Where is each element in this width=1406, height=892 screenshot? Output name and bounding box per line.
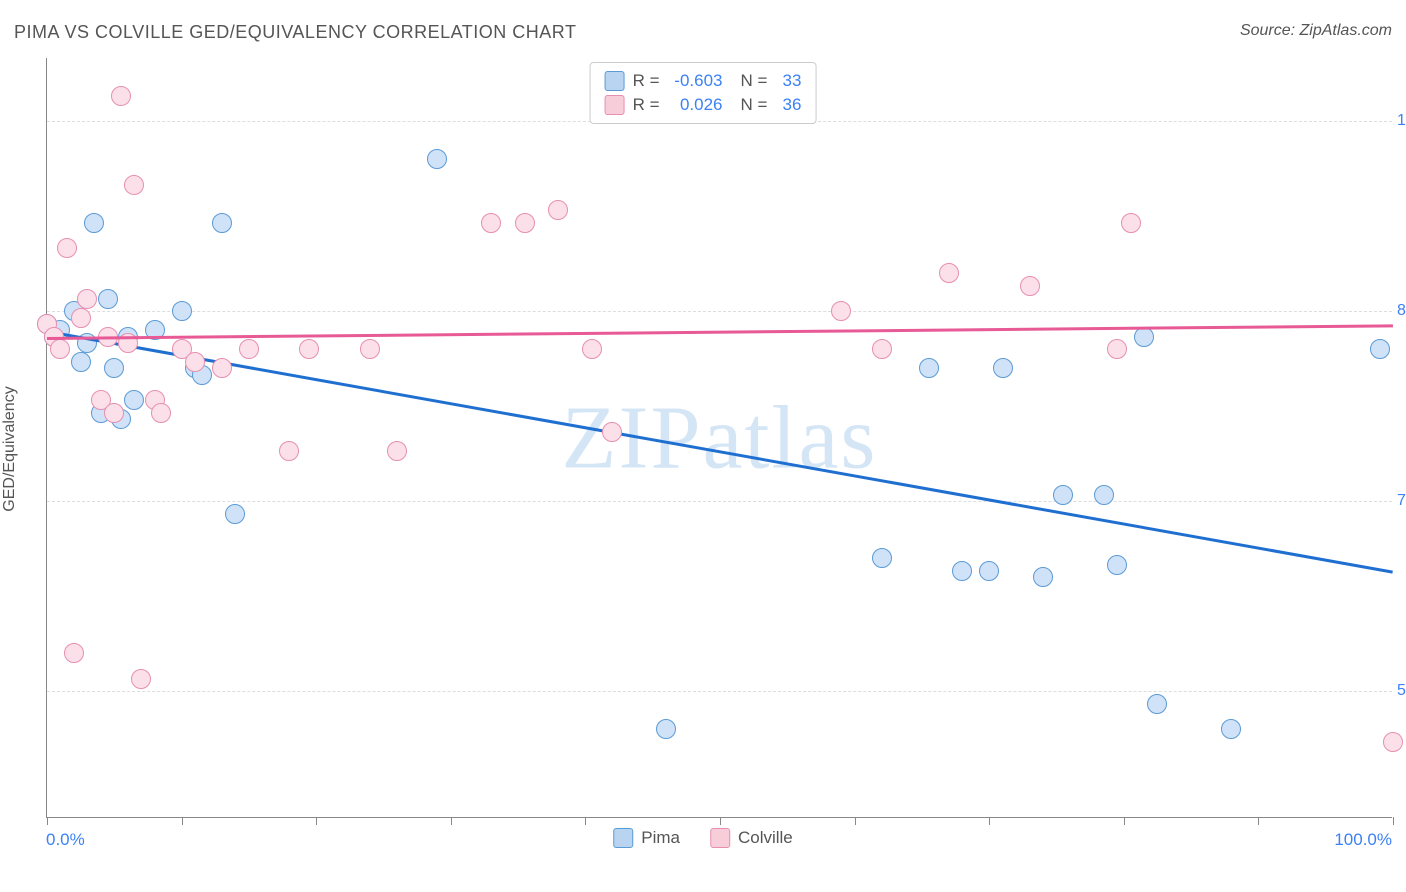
scatter-point bbox=[212, 358, 232, 378]
scatter-point bbox=[239, 339, 259, 359]
y-tick-label: 70.0% bbox=[1397, 492, 1406, 510]
scatter-point bbox=[151, 403, 171, 423]
scatter-point bbox=[279, 441, 299, 461]
scatter-point bbox=[872, 339, 892, 359]
scatter-point bbox=[98, 289, 118, 309]
scatter-point bbox=[77, 289, 97, 309]
scatter-point bbox=[104, 358, 124, 378]
x-tick bbox=[989, 817, 990, 825]
scatter-point bbox=[225, 504, 245, 524]
stat-r-label: R = bbox=[633, 95, 660, 115]
bottom-legend: Pima Colville bbox=[613, 828, 793, 848]
scatter-point bbox=[1383, 732, 1403, 752]
scatter-point bbox=[1147, 694, 1167, 714]
plot-area: ZIPatlas 100.0%85.0%70.0%55.0% bbox=[46, 58, 1392, 818]
x-tick bbox=[182, 817, 183, 825]
legend-swatch bbox=[710, 828, 730, 848]
stats-row: R = 0.026 N = 36 bbox=[605, 93, 802, 117]
stat-r-value: 0.026 bbox=[668, 95, 723, 115]
stats-legend-box: R = -0.603 N = 33 R = 0.026 N = 36 bbox=[590, 62, 817, 124]
y-tick-label: 100.0% bbox=[1397, 112, 1406, 130]
scatter-point bbox=[831, 301, 851, 321]
scatter-point bbox=[1053, 485, 1073, 505]
scatter-point bbox=[387, 441, 407, 461]
scatter-point bbox=[427, 149, 447, 169]
grid-line bbox=[47, 691, 1392, 692]
scatter-point bbox=[1107, 339, 1127, 359]
grid-line bbox=[47, 311, 1392, 312]
scatter-point bbox=[919, 358, 939, 378]
scatter-point bbox=[50, 339, 70, 359]
x-tick bbox=[1124, 817, 1125, 825]
scatter-point bbox=[872, 548, 892, 568]
scatter-point bbox=[84, 213, 104, 233]
scatter-point bbox=[602, 422, 622, 442]
chart-title: PIMA VS COLVILLE GED/EQUIVALENCY CORRELA… bbox=[14, 22, 576, 43]
x-tick bbox=[720, 817, 721, 825]
x-axis-max-label: 100.0% bbox=[1334, 830, 1392, 850]
legend-swatch bbox=[605, 95, 625, 115]
grid-line bbox=[47, 501, 1392, 502]
x-tick bbox=[855, 817, 856, 825]
scatter-point bbox=[656, 719, 676, 739]
scatter-point bbox=[104, 403, 124, 423]
legend-label: Pima bbox=[641, 828, 680, 848]
scatter-point bbox=[952, 561, 972, 581]
scatter-point bbox=[299, 339, 319, 359]
scatter-point bbox=[185, 352, 205, 372]
stat-n-label: N = bbox=[741, 71, 768, 91]
stat-n-value: 36 bbox=[775, 95, 801, 115]
scatter-point bbox=[71, 352, 91, 372]
scatter-point bbox=[124, 390, 144, 410]
stat-n-value: 33 bbox=[775, 71, 801, 91]
x-tick bbox=[1393, 817, 1394, 825]
scatter-point bbox=[582, 339, 602, 359]
scatter-point bbox=[1020, 276, 1040, 296]
scatter-point bbox=[481, 213, 501, 233]
chart-container: PIMA VS COLVILLE GED/EQUIVALENCY CORRELA… bbox=[0, 0, 1406, 892]
legend-swatch bbox=[613, 828, 633, 848]
legend-swatch bbox=[605, 71, 625, 91]
scatter-point bbox=[1370, 339, 1390, 359]
scatter-point bbox=[1134, 327, 1154, 347]
scatter-point bbox=[172, 301, 192, 321]
scatter-point bbox=[131, 669, 151, 689]
x-tick bbox=[451, 817, 452, 825]
scatter-point bbox=[71, 308, 91, 328]
scatter-point bbox=[64, 643, 84, 663]
y-tick-label: 55.0% bbox=[1397, 682, 1406, 700]
source-label: Source: ZipAtlas.com bbox=[1240, 22, 1392, 40]
scatter-point bbox=[212, 213, 232, 233]
y-axis-label: GED/Equivalency bbox=[1, 386, 19, 511]
stat-n-label: N = bbox=[741, 95, 768, 115]
legend-item: Pima bbox=[613, 828, 680, 848]
scatter-point bbox=[57, 238, 77, 258]
x-tick bbox=[47, 817, 48, 825]
stats-row: R = -0.603 N = 33 bbox=[605, 69, 802, 93]
stat-r-value: -0.603 bbox=[668, 71, 723, 91]
x-axis-min-label: 0.0% bbox=[46, 830, 85, 850]
scatter-point bbox=[1033, 567, 1053, 587]
scatter-point bbox=[939, 263, 959, 283]
scatter-point bbox=[1094, 485, 1114, 505]
scatter-point bbox=[548, 200, 568, 220]
scatter-point bbox=[979, 561, 999, 581]
scatter-point bbox=[360, 339, 380, 359]
scatter-point bbox=[1121, 213, 1141, 233]
legend-label: Colville bbox=[738, 828, 793, 848]
x-tick bbox=[316, 817, 317, 825]
scatter-point bbox=[515, 213, 535, 233]
scatter-point bbox=[1107, 555, 1127, 575]
legend-item: Colville bbox=[710, 828, 793, 848]
trend-line bbox=[47, 330, 1393, 573]
stat-r-label: R = bbox=[633, 71, 660, 91]
scatter-point bbox=[993, 358, 1013, 378]
scatter-point bbox=[1221, 719, 1241, 739]
x-tick bbox=[585, 817, 586, 825]
scatter-point bbox=[124, 175, 144, 195]
x-tick bbox=[1258, 817, 1259, 825]
y-tick-label: 85.0% bbox=[1397, 302, 1406, 320]
trend-line bbox=[47, 324, 1393, 339]
scatter-point bbox=[111, 86, 131, 106]
